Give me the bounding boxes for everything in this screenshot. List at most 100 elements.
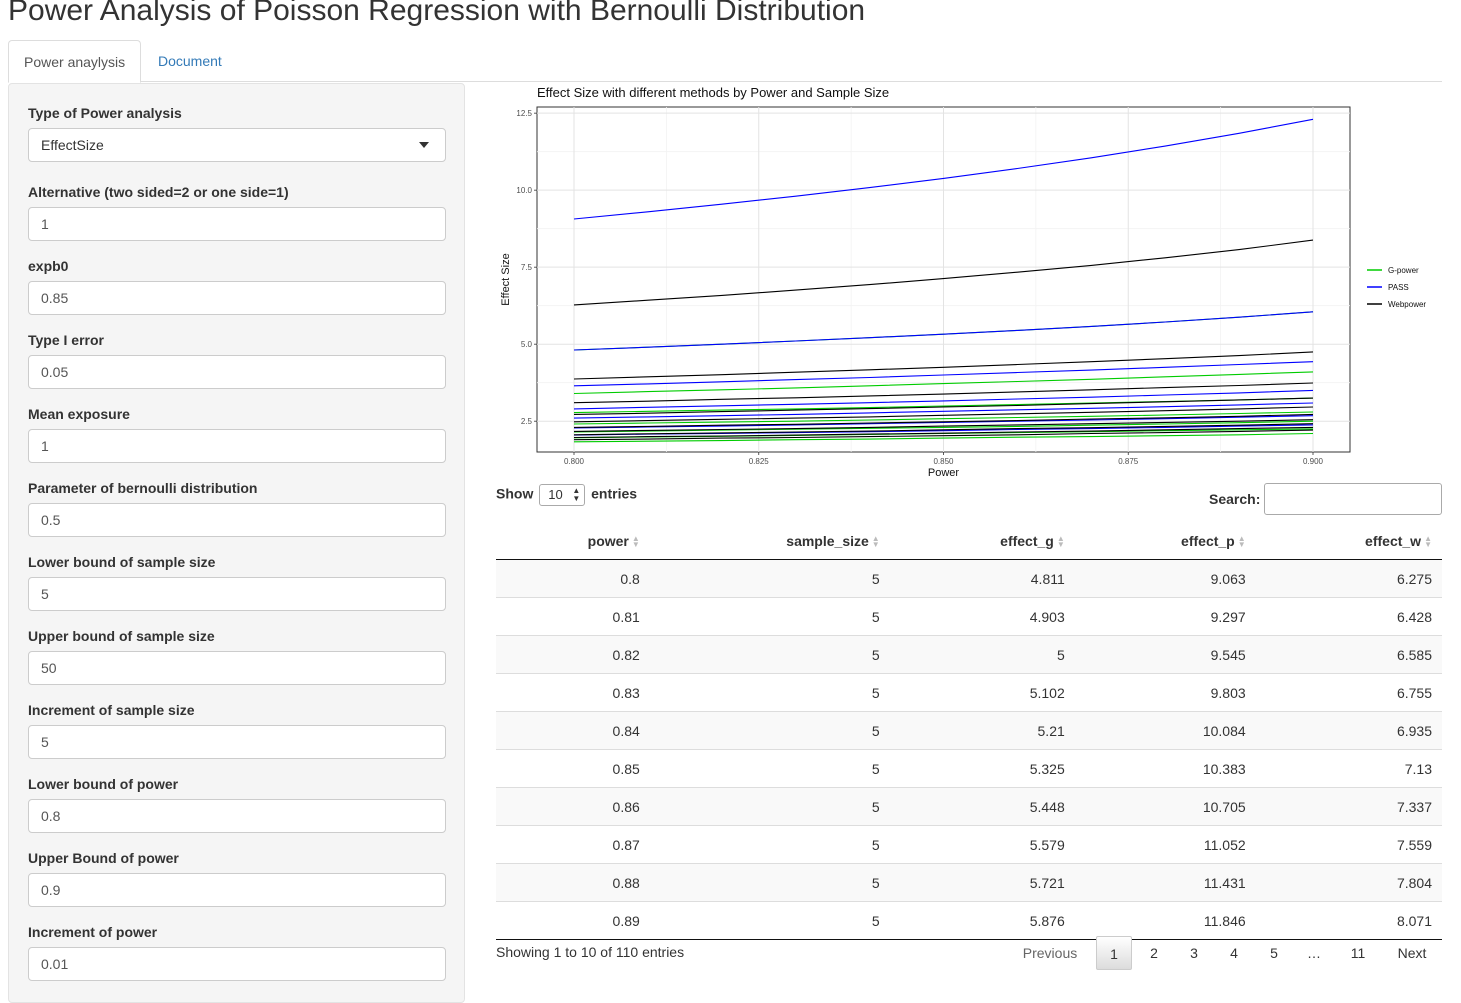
cell-effect-p: 9.545 <box>1074 635 1256 674</box>
cell-sample-size: 5 <box>649 787 890 826</box>
series-line-webpower <box>573 426 1314 439</box>
cell-sample-size: 5 <box>649 635 890 674</box>
series-line-pass <box>573 415 1314 429</box>
x-tick-label: 0.850 <box>933 457 954 466</box>
cell-effect-w: 6.935 <box>1255 711 1442 750</box>
column-header-label: effect_w <box>1365 532 1422 549</box>
column-header-label: power <box>587 532 629 549</box>
series-line-g-power <box>573 432 1314 443</box>
page-button-1[interactable]: 1 <box>1096 936 1132 970</box>
tab-document[interactable]: Document <box>158 53 222 69</box>
cell-effect-w: 6.585 <box>1255 635 1442 674</box>
page-button-2[interactable]: 2 <box>1150 945 1158 961</box>
table-row: 0.8 5 4.811 9.063 6.275 <box>496 559 1442 598</box>
upper-bound-of-power-input[interactable] <box>28 873 446 907</box>
tab-power-analysis[interactable]: Power anaylysis <box>8 40 142 83</box>
cell-power: 0.89 <box>496 901 650 940</box>
series-line-webpower <box>573 382 1314 404</box>
column-header-label: sample_size <box>786 532 869 549</box>
y-tick-label: 10.0 <box>516 186 532 195</box>
table-row: 0.88 5 5.721 11.431 7.804 <box>496 863 1442 902</box>
show-label: Show <box>496 485 534 502</box>
y-tick-label: 12.5 <box>516 109 532 118</box>
table-length-control: Show 10 ▲ ▼ entries <box>496 484 637 506</box>
cell-effect-p: 10.383 <box>1074 749 1256 788</box>
cell-power: 0.8 <box>496 559 650 598</box>
mean-exposure-label: Mean exposure <box>28 406 130 422</box>
page-button-11[interactable]: 11 <box>1350 945 1366 961</box>
table-info: Showing 1 to 10 of 110 entries <box>496 944 685 960</box>
series-line-pass <box>573 311 1314 351</box>
series-line-pass <box>573 389 1314 410</box>
cell-power: 0.84 <box>496 711 650 750</box>
x-tick-label: 0.875 <box>1118 457 1139 466</box>
series-line-webpower <box>573 419 1314 432</box>
series-line-webpower <box>573 423 1314 436</box>
cell-power: 0.87 <box>496 825 650 864</box>
cell-effect-g: 5.21 <box>889 711 1075 750</box>
caret-down-icon <box>419 142 429 148</box>
series-line-g-power <box>573 371 1314 395</box>
series-line-pass <box>573 118 1314 220</box>
mean-exposure-input[interactable] <box>28 429 446 463</box>
table-row: 0.89 5 5.876 11.846 8.071 <box>496 901 1442 940</box>
cell-sample-size: 5 <box>649 559 890 598</box>
entries-label: entries <box>591 485 638 502</box>
column-header-power[interactable]: power ▲ ▼ <box>496 522 650 560</box>
increment-of-sample-size-input[interactable] <box>28 725 446 759</box>
series-line-webpower <box>573 413 1314 428</box>
lower-bound-of-sample-size-input[interactable] <box>28 577 446 611</box>
table-header-row: power ▲ ▼ sample_size ▲ ▼ effect_g ▲ ▼ effect_p ▲ ▼… <box>496 522 1442 560</box>
series-line-webpower <box>573 397 1314 415</box>
sort-icon: ▲ ▼ <box>1237 533 1246 549</box>
cell-sample-size: 5 <box>649 901 890 940</box>
x-axis-label: Power <box>928 467 960 479</box>
alternative-two-sided-2-or-one-side-1-input[interactable] <box>28 207 446 241</box>
cell-sample-size: 5 <box>649 749 890 788</box>
cell-effect-w: 6.275 <box>1255 559 1442 598</box>
cell-sample-size: 5 <box>649 711 890 750</box>
column-header-effect-w[interactable]: effect_w ▲ ▼ <box>1255 522 1442 560</box>
search-input[interactable] <box>1264 483 1442 515</box>
cell-power: 0.88 <box>496 863 650 902</box>
column-header-effect-g[interactable]: effect_g ▲ ▼ <box>889 522 1075 560</box>
page-button-3[interactable]: 3 <box>1190 945 1198 961</box>
table-row: 0.87 5 5.579 11.052 7.559 <box>496 825 1442 864</box>
spinner-arrows-icon: ▲ ▼ <box>572 486 581 503</box>
results-table: power ▲ ▼ sample_size ▲ ▼ effect_g ▲ ▼ effect_p ▲ ▼… <box>496 522 1442 940</box>
lower-bound-of-sample-size-label: Lower bound of sample size <box>28 554 216 570</box>
cell-effect-g: 5.102 <box>889 673 1075 712</box>
input-panel: Type of Power analysis EffectSize Altern… <box>8 83 465 1003</box>
increment-of-sample-size-label: Increment of sample size <box>28 702 195 718</box>
expb0-label: expb0 <box>28 258 69 274</box>
type-of-power-analysis-select[interactable]: EffectSize <box>28 128 446 162</box>
cell-sample-size: 5 <box>649 673 890 712</box>
series-line-webpower <box>573 351 1314 380</box>
app-title: Power Analysis of Poisson Regression wit… <box>8 0 866 27</box>
tab-bar: Power anaylysis Document <box>8 40 1442 83</box>
x-tick-label: 0.825 <box>749 457 770 466</box>
cell-effect-p: 9.803 <box>1074 673 1256 712</box>
cell-effect-w: 6.755 <box>1255 673 1442 712</box>
type-i-error-input[interactable] <box>28 355 446 389</box>
cell-power: 0.86 <box>496 787 650 826</box>
page-button-5[interactable]: 5 <box>1270 945 1278 961</box>
previous-page-button[interactable]: Previous <box>1022 945 1078 961</box>
parameter-of-bernoulli-distribution-label: Parameter of bernoulli distribution <box>28 480 258 496</box>
cell-power: 0.82 <box>496 635 650 674</box>
cell-effect-w: 8.071 <box>1255 901 1442 940</box>
entries-per-page-select[interactable]: 10 ▲ ▼ <box>539 484 586 506</box>
upper-bound-of-sample-size-input[interactable] <box>28 651 446 685</box>
parameter-of-bernoulli-distribution-input[interactable] <box>28 503 446 537</box>
page-button-4[interactable]: 4 <box>1230 945 1238 961</box>
expb0-input[interactable] <box>28 281 446 315</box>
cell-effect-w: 6.428 <box>1255 597 1442 636</box>
lower-bound-of-power-input[interactable] <box>28 799 446 833</box>
column-header-effect-p[interactable]: effect_p ▲ ▼ <box>1074 522 1256 560</box>
entries-per-page-value: 10 <box>548 487 563 502</box>
cell-effect-g: 5.876 <box>889 901 1075 940</box>
next-page-button[interactable]: Next <box>1397 945 1427 961</box>
column-header-sample-size[interactable]: sample_size ▲ ▼ <box>649 522 890 560</box>
increment-of-power-input[interactable] <box>28 947 446 981</box>
search-label: Search: <box>1209 491 1261 507</box>
